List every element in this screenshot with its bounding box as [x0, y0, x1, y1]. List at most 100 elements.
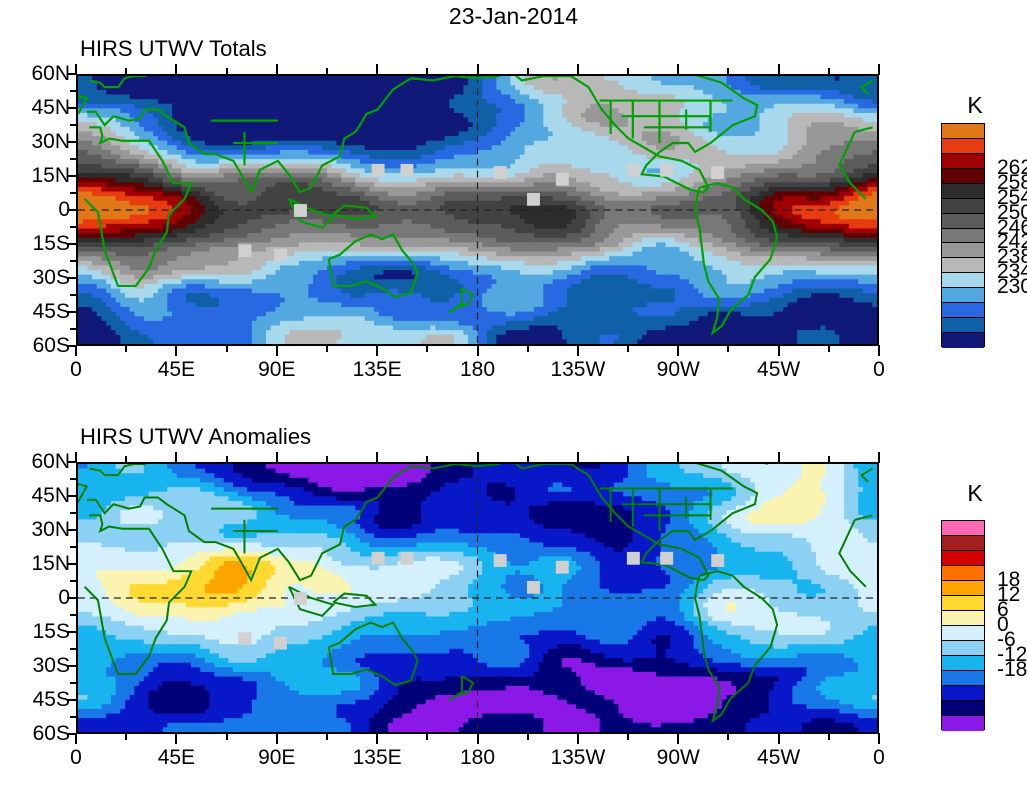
- x-tick-top: [677, 64, 680, 75]
- y-tick-label: 15S: [32, 620, 70, 643]
- x-minor-tick: [325, 456, 328, 463]
- y-tick: [67, 277, 77, 279]
- y-minor-tick: [70, 546, 77, 548]
- map-totals-canvas: [78, 76, 877, 344]
- colorbar-tick-label: 242: [997, 230, 1027, 254]
- colorbar-units-anomalies: K: [967, 480, 983, 506]
- x-tick-top: [476, 452, 479, 463]
- map-totals[interactable]: [76, 74, 879, 346]
- colorbar-band: [942, 303, 984, 319]
- x-tick-label: 45W: [757, 746, 801, 769]
- x-tick-label: 45E: [157, 358, 196, 381]
- y-tick: [67, 107, 77, 109]
- x-tick: [275, 345, 278, 356]
- x-tick-top: [777, 452, 780, 463]
- x-tick: [677, 733, 680, 744]
- y-tick: [67, 733, 77, 735]
- colorbar-tick-label: 246: [997, 215, 1027, 239]
- y-minor-tick: [70, 294, 77, 296]
- x-tick-top: [275, 452, 278, 463]
- colorbar-band: [942, 521, 984, 536]
- x-minor-tick: [426, 68, 429, 75]
- colorbar-band: [942, 153, 984, 169]
- y-minor-tick: [70, 478, 77, 480]
- x-tick: [677, 345, 680, 356]
- x-tick-top: [376, 452, 379, 463]
- x-tick-top: [476, 64, 479, 75]
- x-tick: [576, 345, 579, 356]
- x-tick-label: 135E: [352, 358, 402, 381]
- x-tick: [576, 733, 579, 744]
- x-tick-top: [878, 64, 880, 75]
- colorbar-tick-label: 234: [997, 260, 1027, 284]
- y-tick: [67, 563, 77, 565]
- colorbar-tick-label: 254: [997, 185, 1027, 209]
- colorbar-band: [942, 183, 984, 199]
- y-tick: [67, 345, 77, 347]
- y-tick: [67, 699, 77, 701]
- x-minor-tick: [727, 68, 730, 75]
- y-tick-label: 60S: [32, 722, 70, 745]
- x-tick-label: 0: [873, 746, 885, 769]
- x-tick: [175, 345, 178, 356]
- x-minor-tick: [125, 733, 128, 740]
- x-minor-tick: [125, 68, 128, 75]
- colorbar-tick-label: -18: [997, 658, 1027, 681]
- y-tick-label: 0: [58, 586, 70, 609]
- x-tick-label: 0: [70, 358, 82, 381]
- y-minor-tick: [70, 90, 77, 92]
- colorbar-tick-label: 250: [997, 200, 1027, 224]
- x-tick-label: 135E: [352, 746, 402, 769]
- y-minor-tick: [70, 614, 77, 616]
- y-tick-label: 45S: [32, 688, 70, 711]
- y-minor-tick: [70, 716, 77, 718]
- colorbar-band: [942, 566, 984, 581]
- y-tick-label: 45N: [31, 484, 70, 507]
- colorbar-tick-label: 230: [997, 275, 1027, 299]
- y-minor-tick: [70, 580, 77, 582]
- colorbar-tick-label: 258: [997, 170, 1027, 194]
- x-tick: [376, 345, 379, 356]
- y-tick: [67, 495, 77, 497]
- colorbar-band: [942, 536, 984, 551]
- x-minor-tick: [526, 733, 529, 740]
- y-tick-label: 60N: [31, 450, 70, 473]
- x-tick: [376, 733, 379, 744]
- colorbar-band: [942, 581, 984, 596]
- x-tick-label: 45W: [757, 358, 801, 381]
- x-minor-tick: [627, 68, 630, 75]
- x-minor-tick: [325, 733, 328, 740]
- colorbar-band: [942, 273, 984, 289]
- y-minor-tick: [70, 158, 77, 160]
- x-minor-tick: [526, 456, 529, 463]
- y-tick-label: 0: [58, 198, 70, 221]
- y-tick: [67, 597, 77, 599]
- y-tick-label: 15S: [32, 232, 70, 255]
- x-minor-tick: [426, 733, 429, 740]
- colorbar-band: [942, 333, 984, 348]
- x-tick-label: 45E: [157, 746, 196, 769]
- x-tick-label: 90W: [656, 746, 700, 769]
- colorbar-band: [942, 213, 984, 229]
- colorbar-totals: [941, 123, 985, 348]
- x-tick-label: 135W: [550, 746, 606, 769]
- colorbar-tick-label: 238: [997, 245, 1027, 269]
- x-tick-top: [175, 64, 178, 75]
- colorbar-units-totals: K: [967, 92, 983, 118]
- x-tick-top: [878, 452, 880, 463]
- colorbar-band: [942, 626, 984, 641]
- y-tick: [67, 175, 77, 177]
- x-minor-tick: [225, 456, 228, 463]
- y-minor-tick: [70, 512, 77, 514]
- x-tick: [878, 733, 880, 744]
- y-tick: [67, 311, 77, 313]
- x-tick-top: [576, 452, 579, 463]
- x-tick-top: [275, 64, 278, 75]
- x-minor-tick: [325, 345, 328, 352]
- x-minor-tick: [426, 456, 429, 463]
- x-minor-tick: [627, 456, 630, 463]
- y-tick-label: 45N: [31, 96, 70, 119]
- y-tick: [67, 631, 77, 633]
- map-anomalies[interactable]: [76, 462, 879, 734]
